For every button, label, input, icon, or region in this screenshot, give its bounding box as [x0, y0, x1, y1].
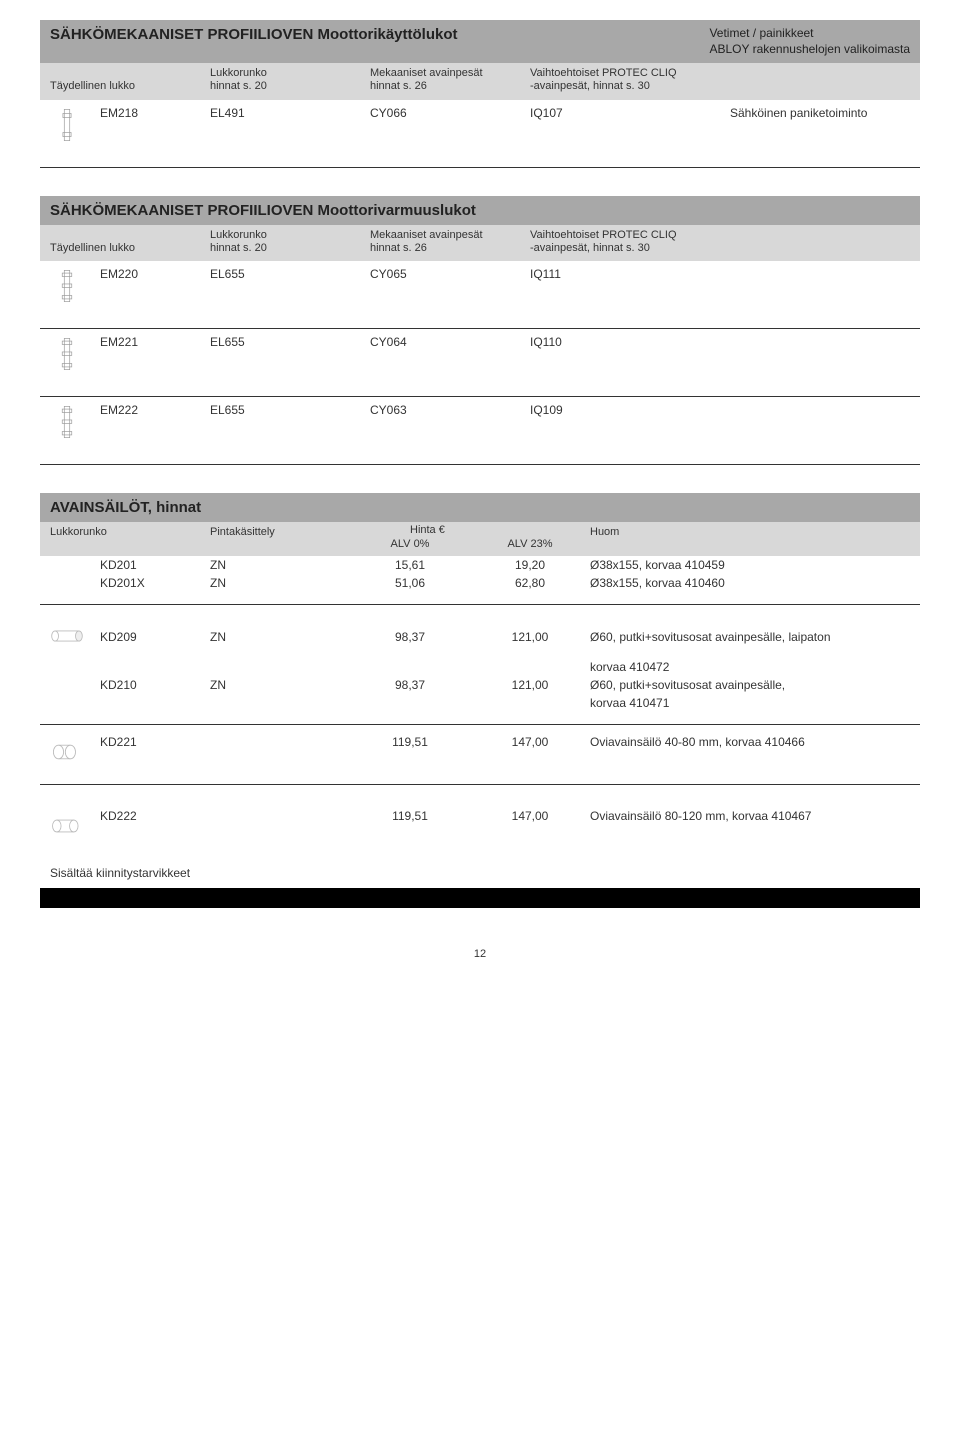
- section3-subhead: Lukkorunko Pintakäsittely Hinta € ALV 0%…: [40, 522, 920, 556]
- kd210-p0: 98,37: [350, 678, 470, 692]
- kd221-code: KD221: [100, 735, 210, 749]
- section2-row1: EM220 EL655 CY065 IQ111: [40, 261, 920, 329]
- kd209-p0: 98,37: [350, 630, 470, 644]
- s3-row-kd201: KD201 ZN 15,61 19,20 Ø38x155, korvaa 410…: [40, 556, 920, 574]
- lock-icon: [50, 106, 100, 142]
- kd201-code: KD201: [100, 558, 210, 572]
- kd209-p23: 121,00: [470, 630, 590, 644]
- kd201-p23: 19,20: [470, 558, 590, 572]
- col-full-lock: Täydellinen lukko: [50, 80, 210, 93]
- section3-footnote: Sisältää kiinnitystarvikkeet: [40, 856, 920, 880]
- section2-subhead: Täydellinen lukko Lukkorunko hinnat s. 2…: [40, 225, 920, 261]
- col-huom: Huom: [590, 526, 910, 550]
- section1-row1: EM218 EL491 CY066 IQ107 Sähköinen panike…: [40, 100, 920, 168]
- s3-row-kd210-note2: korvaa 410471: [40, 694, 920, 725]
- s1-d: IQ107: [530, 106, 730, 120]
- kd222-code: KD222: [100, 809, 210, 823]
- s3-row-kd221: KD221 119,51 147,00 Oviavainsäilö 40-80 …: [40, 725, 920, 785]
- kd222-note: Oviavainsäilö 80-120 mm, korvaa 410467: [590, 809, 910, 823]
- container-icon: [50, 735, 100, 772]
- s2r2-a: EM221: [100, 335, 210, 349]
- s2r1-b: EL655: [210, 267, 370, 281]
- s3-row-kd209-note2: korvaa 410472: [40, 658, 920, 676]
- s2r2-d: IQ110: [530, 335, 730, 349]
- section2-row3: EM222 EL655 CY063 IQ109: [40, 397, 920, 465]
- s3-row-kd210: KD210 ZN 98,37 121,00 Ø60, putki+sovitus…: [40, 676, 920, 694]
- col-lockbody: Lukkorunko hinnat s. 20: [210, 67, 370, 93]
- section2-row2: EM221 EL655 CY064 IQ110: [40, 329, 920, 397]
- kd221-p23: 147,00: [470, 735, 590, 749]
- s3-row-kd209: KD209 ZN 98,37 121,00 Ø60, putki+sovitus…: [40, 605, 920, 658]
- kd201-note: Ø38x155, korvaa 410459: [590, 558, 910, 572]
- kd209-pk: ZN: [210, 630, 350, 644]
- col-pintakasittely: Pintakäsittely: [210, 526, 350, 550]
- s2r1-d: IQ111: [530, 267, 730, 281]
- col-mech: Mekaaniset avainpesät hinnat s. 26: [370, 229, 530, 255]
- kd209-note2: korvaa 410472: [590, 660, 910, 674]
- kd221-p0: 119,51: [350, 735, 470, 749]
- section3-header: AVAINSÄILÖT, hinnat: [40, 493, 920, 522]
- section1-title: SÄHKÖMEKAANISET PROFIILIOVEN Moottorikäy…: [50, 26, 458, 43]
- kd201-p0: 15,61: [350, 558, 470, 572]
- s1-c: CY066: [370, 106, 530, 120]
- kd210-note2: korvaa 410471: [590, 696, 910, 710]
- kd201x-note: Ø38x155, korvaa 410460: [590, 576, 910, 590]
- black-bar: [40, 888, 920, 908]
- lock-icon: [50, 403, 100, 439]
- kd201-pk: ZN: [210, 558, 350, 572]
- kd222-p23: 147,00: [470, 809, 590, 823]
- col-protec: Vaihtoehtoiset PROTEC CLIQ -avainpesät, …: [530, 67, 730, 93]
- col-alv0: Hinta € ALV 0%: [350, 538, 470, 550]
- kd201x-p0: 51,06: [350, 576, 470, 590]
- col-lukkorunko: Lukkorunko: [50, 526, 210, 550]
- kd221-note: Oviavainsäilö 40-80 mm, korvaa 410466: [590, 735, 910, 749]
- section1-header: SÄHKÖMEKAANISET PROFIILIOVEN Moottorikäy…: [40, 20, 920, 63]
- s2r2-b: EL655: [210, 335, 370, 349]
- s3-row-kd222: KD222 119,51 147,00 Oviavainsäilö 80-120…: [40, 785, 920, 856]
- kd201x-p23: 62,80: [470, 576, 590, 590]
- s2r3-b: EL655: [210, 403, 370, 417]
- section2-header: SÄHKÖMEKAANISET PROFIILIOVEN Moottorivar…: [40, 196, 920, 225]
- s2r3-d: IQ109: [530, 403, 730, 417]
- container-icon: [50, 809, 100, 846]
- kd210-note: Ø60, putki+sovitusosat avainpesälle,: [590, 678, 910, 692]
- s1-b: EL491: [210, 106, 370, 120]
- col-protec: Vaihtoehtoiset PROTEC CLIQ -avainpesät, …: [530, 229, 730, 255]
- lock-icon: [50, 335, 100, 371]
- kd210-pk: ZN: [210, 678, 350, 692]
- section2-title: SÄHKÖMEKAANISET PROFIILIOVEN Moottorivar…: [50, 202, 476, 219]
- kd210-p23: 121,00: [470, 678, 590, 692]
- kd209-code: KD209: [100, 630, 210, 644]
- kd222-p0: 119,51: [350, 809, 470, 823]
- col-full-lock: Täydellinen lukko: [50, 242, 210, 255]
- page-number: 12: [40, 948, 920, 960]
- section1-subhead: Täydellinen lukko Lukkorunko hinnat s. 2…: [40, 63, 920, 99]
- s1-e: Sähköinen paniketoiminto: [730, 106, 910, 120]
- kd201x-pk: ZN: [210, 576, 350, 590]
- section1-right2: ABLOY rakennushelojen valikoimasta: [709, 42, 910, 58]
- kd209-note: Ø60, putki+sovitusosat avainpesälle, lai…: [590, 630, 910, 644]
- s2r2-c: CY064: [370, 335, 530, 349]
- s2r1-c: CY065: [370, 267, 530, 281]
- s2r1-a: EM220: [100, 267, 210, 281]
- col-mech: Mekaaniset avainpesät hinnat s. 26: [370, 67, 530, 93]
- col-lockbody: Lukkorunko hinnat s. 20: [210, 229, 370, 255]
- section1-right: Vetimet / painikkeet ABLOY rakennusheloj…: [709, 26, 910, 57]
- s3-row-kd201x: KD201X ZN 51,06 62,80 Ø38x155, korvaa 41…: [40, 574, 920, 605]
- section1-right1: Vetimet / painikkeet: [709, 26, 910, 42]
- s2r3-c: CY063: [370, 403, 530, 417]
- s1-a: EM218: [100, 106, 210, 120]
- col-alv23: ALV 23%: [470, 538, 590, 550]
- kd201x-code: KD201X: [100, 576, 210, 590]
- lock-icon: [50, 267, 100, 303]
- tube-icon: [50, 619, 100, 656]
- s2r3-a: EM222: [100, 403, 210, 417]
- kd210-code: KD210: [100, 678, 210, 692]
